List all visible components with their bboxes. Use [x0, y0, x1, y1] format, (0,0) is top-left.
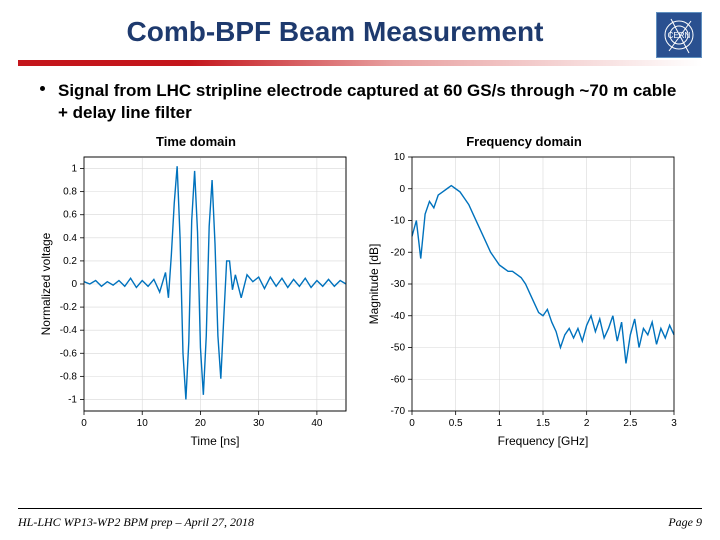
- bullet-icon: [40, 86, 45, 91]
- time-domain-chart: 0 10 20 30 40 -1 -0.8 -0.6 -0.4 -0.2 0 0.2 0.4 0.6 0.8…: [36, 151, 356, 451]
- svg-text:2: 2: [584, 418, 590, 429]
- svg-text:-40: -40: [391, 311, 406, 322]
- footer-left: HL-LHC WP13-WP2 BPM prep – April 27, 201…: [18, 515, 254, 530]
- svg-text:-70: -70: [391, 406, 406, 417]
- svg-text:30: 30: [253, 418, 265, 429]
- svg-text:0: 0: [399, 184, 405, 195]
- svg-text:40: 40: [311, 418, 323, 429]
- svg-text:10: 10: [137, 418, 149, 429]
- svg-text:-20: -20: [391, 247, 406, 258]
- svg-text:-0.6: -0.6: [60, 348, 78, 359]
- svg-text:1: 1: [71, 164, 77, 175]
- time-plot-title: Time domain: [36, 134, 356, 149]
- svg-text:0.5: 0.5: [449, 418, 463, 429]
- svg-text:Magnitude [dB]: Magnitude [dB]: [367, 244, 381, 325]
- svg-text:0.8: 0.8: [63, 187, 77, 198]
- svg-text:20: 20: [195, 418, 207, 429]
- svg-text:-50: -50: [391, 343, 406, 354]
- svg-text:0: 0: [71, 279, 77, 290]
- svg-text:-30: -30: [391, 279, 406, 290]
- footer-right: Page 9: [668, 515, 702, 530]
- svg-text:2.5: 2.5: [623, 418, 637, 429]
- svg-text:-10: -10: [391, 216, 406, 227]
- svg-text:-1: -1: [68, 395, 77, 406]
- cern-logo: CERN: [656, 12, 702, 58]
- svg-text:0: 0: [81, 418, 87, 429]
- svg-text:0.4: 0.4: [63, 233, 77, 244]
- page-title: Comb-BPF Beam Measurement: [24, 16, 696, 48]
- svg-text:-60: -60: [391, 374, 406, 385]
- bullet-text: Signal from LHC stripline electrode capt…: [58, 80, 684, 124]
- svg-text:1: 1: [497, 418, 503, 429]
- svg-text:-0.8: -0.8: [60, 372, 78, 383]
- svg-text:0.6: 0.6: [63, 210, 77, 221]
- svg-text:0: 0: [409, 418, 415, 429]
- svg-text:10: 10: [394, 152, 406, 163]
- svg-text:Frequency [GHz]: Frequency [GHz]: [498, 434, 589, 448]
- logo-text: CERN: [668, 31, 691, 40]
- svg-text:Normalized voltage: Normalized voltage: [39, 233, 53, 336]
- frequency-domain-chart: 0 0.5 1 1.5 2 2.5 3 -70 -60 -50 -40 -30 -20 -10 0 10 Fre…: [364, 151, 684, 451]
- freq-plot-title: Frequency domain: [364, 134, 684, 149]
- svg-text:1.5: 1.5: [536, 418, 550, 429]
- footer-divider: [18, 508, 702, 509]
- svg-text:-0.2: -0.2: [60, 302, 78, 313]
- svg-text:3: 3: [671, 418, 677, 429]
- svg-text:Time [ns]: Time [ns]: [191, 434, 240, 448]
- svg-text:-0.4: -0.4: [60, 325, 78, 336]
- svg-text:0.2: 0.2: [63, 256, 77, 267]
